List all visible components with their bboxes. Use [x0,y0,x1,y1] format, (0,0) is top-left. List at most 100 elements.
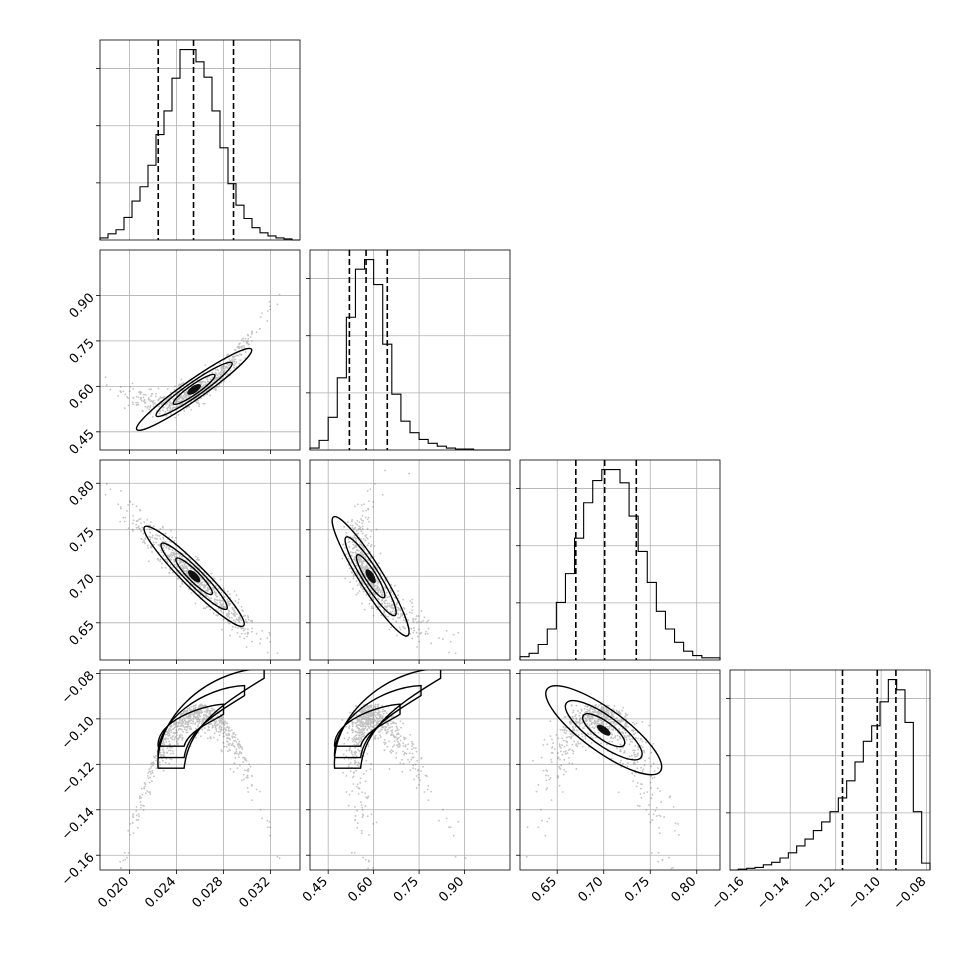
sample-point [234,362,237,365]
sample-point [358,750,361,753]
sample-point [610,737,612,740]
sample-point [175,722,177,725]
sample-point [222,717,224,719]
sample-point [135,814,138,817]
sample-point [183,565,186,568]
sample-point [153,543,155,546]
sample-point [545,769,548,772]
sample-point [363,731,366,734]
sample-point [674,822,677,825]
sample-point [232,360,235,363]
sample-point [391,729,394,732]
sample-point [605,710,608,713]
sample-point [169,391,172,394]
sample-point [605,743,608,746]
sample-point [137,403,140,406]
sample-point [369,582,372,585]
sample-point [581,735,584,738]
sample-point [594,709,597,712]
sample-point [399,608,402,611]
sample-point [220,368,223,370]
sample-point [580,732,583,735]
sample-point [368,520,370,523]
sample-point [135,395,138,398]
sample-point [182,565,184,568]
sample-point [364,727,367,730]
sample-point [174,723,177,726]
sample-point [624,715,627,718]
sample-point [196,720,199,723]
sample-point [183,567,186,570]
sample-point [588,718,590,720]
sample-point [545,779,548,782]
sample-point [220,604,223,606]
sample-point [185,711,188,714]
sample-point [364,792,367,795]
sample-point [151,764,154,767]
sample-point [151,416,154,418]
sample-point [198,583,201,586]
sample-point [537,783,540,786]
sample-point [396,727,399,730]
sample-point [205,606,208,608]
sample-point [151,401,154,404]
sample-point [555,734,558,736]
sample-point [602,708,605,711]
sample-point [209,736,212,739]
sample-point [359,556,362,559]
sample-point [162,754,165,757]
sample-point [355,734,358,737]
sample-point [148,768,151,771]
sample-point [228,733,231,736]
sample-point [625,718,628,721]
sample-point [370,713,373,716]
sample-point [141,410,144,413]
sample-point [360,579,363,582]
sample-point [367,745,370,748]
sample-point [618,719,621,722]
sample-point [420,770,423,772]
sample-point [619,712,622,715]
sample-point [151,761,154,764]
sample-point [624,731,627,734]
sample-point [367,719,369,722]
sample-point [223,595,226,598]
sample-point [360,716,362,718]
sample-point [399,739,402,742]
sample-point [605,707,608,710]
sample-point [361,560,363,563]
sample-point [358,558,361,561]
density-peak [187,383,201,395]
sample-point [161,402,163,405]
sample-point [381,725,384,727]
sample-point [411,752,414,755]
sample-point [132,522,134,525]
sample-point [137,819,140,821]
sample-point [198,712,200,715]
sample-point [377,585,379,588]
sample-point [187,715,190,718]
sample-point [358,729,360,732]
sample-point [176,400,179,403]
sample-point [621,731,624,733]
sample-point [166,731,168,733]
sample-point [360,730,363,733]
sample-point [364,709,367,712]
sample-point [649,781,652,784]
sample-point [164,761,167,764]
sample-point [166,407,169,410]
sample-point [180,561,183,563]
sample-point [586,710,589,713]
sample-point [386,602,389,605]
sample-point [240,354,243,356]
sample-points [104,482,279,655]
sample-point [584,749,587,752]
sample-point [156,538,158,540]
sample-point [150,767,152,769]
sample-point [413,629,416,632]
sample-point [392,604,394,606]
sample-point [397,728,400,731]
sample-point [611,714,613,716]
sample-point [250,333,253,335]
sample-point [233,364,235,367]
